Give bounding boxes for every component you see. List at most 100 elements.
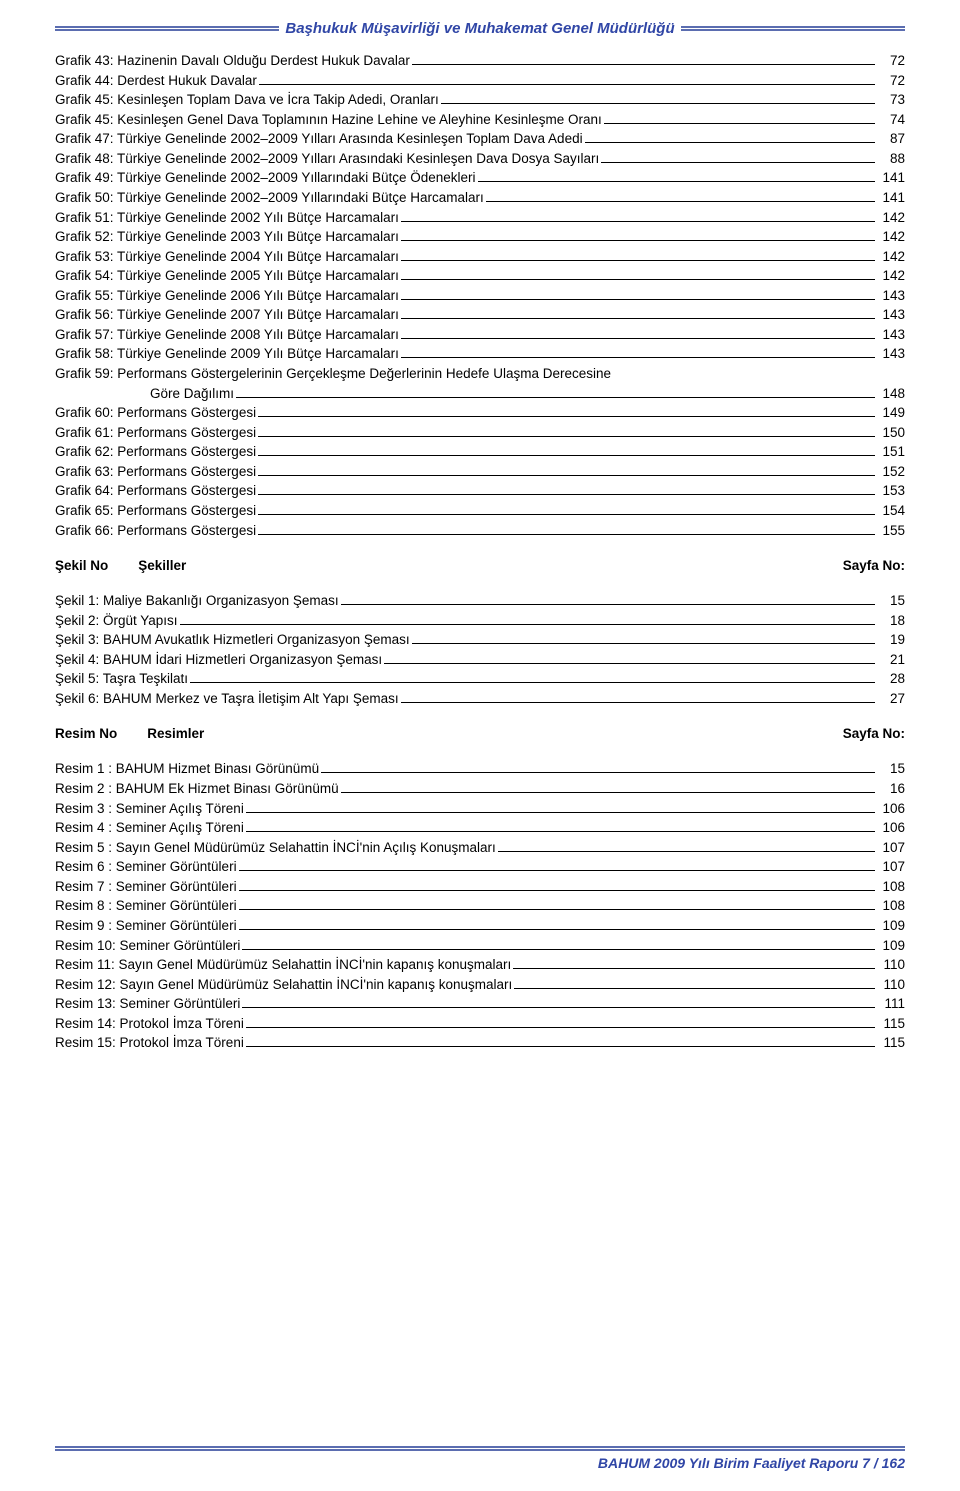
grafik-label: Grafik 51: Türkiye Genelinde 2002 Yılı B…	[55, 208, 399, 228]
leader-line	[513, 968, 875, 969]
grafik-row: Grafik 52: Türkiye Genelinde 2003 Yılı B…	[55, 227, 905, 247]
header-rule-left	[55, 26, 279, 31]
grafik-page: 149	[877, 403, 905, 423]
grafik-label: Grafik 56: Türkiye Genelinde 2007 Yılı B…	[55, 305, 399, 325]
sekil-row: Şekil 5: Taşra Teşkilatı28	[55, 669, 905, 689]
grafik-row: Grafik 62: Performans Göstergesi151	[55, 442, 905, 462]
leader-line	[239, 909, 875, 910]
sekil-label: Şekil 2: Örgüt Yapısı	[55, 611, 178, 631]
resim-label: Resim 3 : Seminer Açılış Töreni	[55, 799, 244, 819]
resim-page: 106	[877, 799, 905, 819]
leader-line	[259, 84, 875, 85]
leader-line	[401, 357, 875, 358]
leader-line	[242, 949, 875, 950]
resim-label: Resim 4 : Seminer Açılış Töreni	[55, 818, 244, 838]
grafik-row: Grafik 58: Türkiye Genelinde 2009 Yılı B…	[55, 344, 905, 364]
grafik-label: Grafik 62: Performans Göstergesi	[55, 442, 256, 462]
grafik-label: Grafik 61: Performans Göstergesi	[55, 423, 256, 443]
leader-line	[401, 221, 875, 222]
grafik-label: Grafik 47: Türkiye Genelinde 2002–2009 Y…	[55, 129, 583, 149]
resim-row: Resim 3 : Seminer Açılış Töreni 106	[55, 799, 905, 819]
page-footer: BAHUM 2009 Yılı Birim Faaliyet Raporu 7 …	[55, 1446, 905, 1471]
resim-heading-no: Resim No	[55, 726, 117, 741]
resim-row: Resim 12: Sayın Genel Müdürümüz Selahatt…	[55, 975, 905, 995]
resim-page: 108	[877, 877, 905, 897]
leader-line	[341, 604, 875, 605]
grafik-label: Göre Dağılımı	[150, 384, 234, 404]
grafik-page: 143	[877, 286, 905, 306]
grafik-row: Göre Dağılımı 148	[55, 384, 905, 404]
grafik-row: Grafik 64: Performans Göstergesi153	[55, 481, 905, 501]
grafik-row: Grafik 59: Performans Göstergelerinin Ge…	[55, 364, 905, 384]
sekil-page: 19	[877, 630, 905, 650]
grafik-label: Grafik 50: Türkiye Genelinde 2002–2009 Y…	[55, 188, 484, 208]
grafik-page: 150	[877, 423, 905, 443]
sekil-label: Şekil 3: BAHUM Avukatlık Hizmetleri Orga…	[55, 630, 410, 650]
grafik-row: Grafik 45: Kesinleşen Genel Dava Toplamı…	[55, 110, 905, 130]
resim-label: Resim 1 : BAHUM Hizmet Binası Görünümü	[55, 759, 319, 779]
grafik-row: Grafik 56: Türkiye Genelinde 2007 Yılı B…	[55, 305, 905, 325]
resim-page: 115	[877, 1033, 905, 1053]
grafik-row: Grafik 48: Türkiye Genelinde 2002–2009 Y…	[55, 149, 905, 169]
grafik-row: Grafik 55: Türkiye Genelinde 2006 Yılı B…	[55, 286, 905, 306]
grafik-row: Grafik 66: Performans Göstergesi155	[55, 521, 905, 541]
resim-label: Resim 7 : Seminer Görüntüleri	[55, 877, 237, 897]
leader-line	[478, 181, 875, 182]
resim-row: Resim 2 : BAHUM Ek Hizmet Binası Görünüm…	[55, 779, 905, 799]
leader-line	[341, 792, 875, 793]
resim-page: 16	[877, 779, 905, 799]
document-page: Başhukuk Müşavirliği ve Muhakemat Genel …	[0, 0, 960, 1491]
leader-line	[258, 416, 875, 417]
grafik-label: Grafik 49: Türkiye Genelinde 2002–2009 Y…	[55, 168, 476, 188]
grafik-page: 153	[877, 481, 905, 501]
resim-page: 107	[877, 857, 905, 877]
resim-row: Resim 7 : Seminer Görüntüleri 108	[55, 877, 905, 897]
leader-line	[401, 240, 875, 241]
grafik-label: Grafik 60: Performans Göstergesi	[55, 403, 256, 423]
sekil-page: 27	[877, 689, 905, 709]
grafik-page: 142	[877, 227, 905, 247]
header-rule-right	[681, 26, 905, 31]
leader-line	[601, 162, 875, 163]
leader-line	[604, 123, 875, 124]
leader-line	[190, 682, 875, 683]
resim-page: 107	[877, 838, 905, 858]
leader-line	[401, 260, 875, 261]
sekil-label: Şekil 6: BAHUM Merkez ve Taşra İletişim …	[55, 689, 399, 709]
resim-page: 110	[877, 975, 905, 995]
resim-label: Resim 6 : Seminer Görüntüleri	[55, 857, 237, 877]
grafik-page: 143	[877, 344, 905, 364]
grafik-row: Grafik 65: Performans Göstergesi154	[55, 501, 905, 521]
resim-label: Resim 11: Sayın Genel Müdürümüz Selahatt…	[55, 955, 511, 975]
resim-row: Resim 1 : BAHUM Hizmet Binası Görünümü15	[55, 759, 905, 779]
resim-label: Resim 10: Seminer Görüntüleri	[55, 936, 240, 956]
grafik-label: Grafik 58: Türkiye Genelinde 2009 Yılı B…	[55, 344, 399, 364]
grafik-page: 155	[877, 521, 905, 541]
grafik-row: Grafik 50: Türkiye Genelinde 2002–2009 Y…	[55, 188, 905, 208]
leader-line	[258, 514, 875, 515]
leader-line	[401, 702, 875, 703]
sekil-page: 18	[877, 611, 905, 631]
sekil-row: Şekil 4: BAHUM İdari Hizmetleri Organiza…	[55, 650, 905, 670]
leader-line	[412, 64, 875, 65]
leader-line	[246, 831, 875, 832]
resim-section-heading: Resim No Resimler Sayfa No:	[55, 726, 905, 741]
leader-line	[239, 870, 875, 871]
sekil-label: Şekil 1: Maliye Bakanlığı Organizasyon Ş…	[55, 591, 339, 611]
leader-line	[498, 851, 875, 852]
sekil-row: Şekil 3: BAHUM Avukatlık Hizmetleri Orga…	[55, 630, 905, 650]
grafik-page: 72	[877, 71, 905, 91]
leader-line	[246, 812, 875, 813]
footer-rule	[55, 1446, 905, 1451]
leader-line	[321, 772, 875, 773]
grafik-page: 148	[877, 384, 905, 404]
grafik-row: Grafik 54: Türkiye Genelinde 2005 Yılı B…	[55, 266, 905, 286]
grafik-row: Grafik 49: Türkiye Genelinde 2002–2009 Y…	[55, 168, 905, 188]
leader-line	[514, 988, 875, 989]
leader-line	[585, 142, 875, 143]
grafik-row: Grafik 51: Türkiye Genelinde 2002 Yılı B…	[55, 208, 905, 228]
grafik-row: Grafik 47: Türkiye Genelinde 2002–2009 Y…	[55, 129, 905, 149]
grafik-page: 73	[877, 90, 905, 110]
leader-line	[258, 534, 875, 535]
grafik-page: 152	[877, 462, 905, 482]
